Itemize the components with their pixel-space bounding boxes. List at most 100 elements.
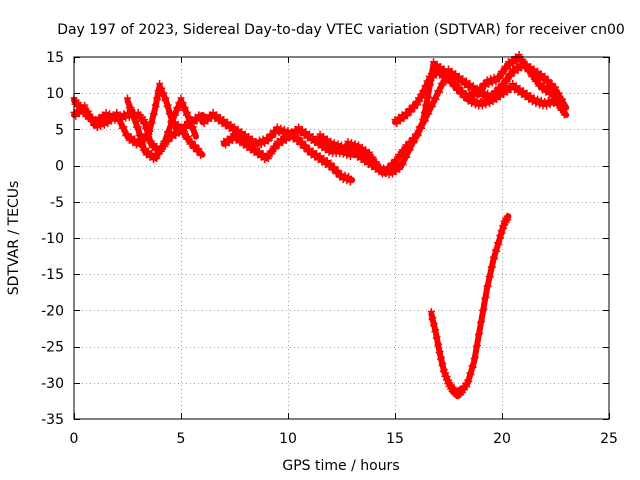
data-point-marker <box>403 112 411 120</box>
data-point-marker <box>97 122 105 130</box>
data-point-marker <box>346 178 354 186</box>
data-point-marker <box>231 130 238 138</box>
data-point-marker <box>472 343 480 351</box>
y-tick-label: 10 <box>46 86 64 102</box>
data-point-marker <box>533 75 541 83</box>
data-point-marker <box>466 94 474 102</box>
data-point-marker <box>482 293 490 301</box>
data-point-marker <box>183 108 191 116</box>
data-point-marker <box>158 84 166 92</box>
data-point-marker <box>327 159 335 167</box>
y-tick-label: 5 <box>55 122 64 138</box>
data-point-marker <box>537 79 545 87</box>
data-point-marker <box>462 90 470 98</box>
data-point-marker <box>538 86 546 94</box>
data-point-marker <box>514 66 522 74</box>
data-point-marker <box>489 253 497 261</box>
data-point-marker <box>234 125 242 133</box>
data-point-marker <box>231 123 238 131</box>
data-point-marker <box>357 156 365 164</box>
data-point-marker <box>272 130 280 138</box>
data-point-marker <box>95 118 103 126</box>
data-point-marker <box>482 101 490 109</box>
data-point-marker <box>452 70 460 78</box>
data-point-marker <box>216 113 224 121</box>
data-point-marker <box>422 103 430 111</box>
data-point-marker <box>279 139 287 147</box>
data-point-marker <box>334 166 342 174</box>
data-point-marker <box>417 124 425 132</box>
data-point-marker <box>131 113 139 121</box>
data-point-marker <box>146 139 154 147</box>
data-point-marker <box>238 128 246 136</box>
data-point-marker <box>338 141 345 149</box>
data-point-marker <box>141 116 149 124</box>
data-point-marker <box>177 94 185 102</box>
data-point-marker <box>88 113 96 121</box>
data-point-marker <box>149 110 157 118</box>
data-point-marker <box>436 71 444 79</box>
data-point-marker <box>280 133 288 141</box>
data-point-marker <box>492 246 500 254</box>
data-point-marker <box>504 58 512 66</box>
data-point-marker <box>396 117 404 125</box>
data-point-marker <box>252 145 260 153</box>
data-point-marker <box>487 94 495 102</box>
data-point-marker <box>314 156 322 164</box>
data-point-marker <box>325 141 333 149</box>
data-point-marker <box>174 106 182 114</box>
y-axis-label: SDTVAR / TECUs <box>6 181 22 296</box>
x-tick-label: 5 <box>177 431 186 447</box>
data-point-marker <box>489 98 497 106</box>
data-point-marker <box>188 124 196 132</box>
data-point-marker <box>223 135 231 143</box>
data-point-marker <box>486 273 494 281</box>
data-point-marker <box>429 314 437 322</box>
data-point-marker <box>264 137 272 145</box>
data-point-marker <box>248 142 256 150</box>
y-tick-label: -30 <box>41 376 64 392</box>
data-point-marker <box>330 163 338 171</box>
data-point-marker <box>437 67 445 75</box>
data-point-marker <box>440 365 448 373</box>
data-point-marker <box>383 165 391 173</box>
y-tick-label: -20 <box>41 303 64 319</box>
data-point-marker <box>467 370 475 378</box>
data-point-marker <box>527 92 535 100</box>
data-point-marker <box>439 359 447 367</box>
data-point-marker <box>356 147 364 155</box>
data-point-marker <box>541 72 549 80</box>
data-point-marker <box>486 100 494 108</box>
data-point-marker <box>280 125 288 133</box>
data-point-marker <box>289 132 297 140</box>
data-point-marker <box>343 148 351 156</box>
data-point-marker <box>488 79 496 87</box>
data-point-marker <box>468 100 476 108</box>
data-point-marker <box>144 147 152 155</box>
data-point-marker <box>218 119 226 127</box>
data-point-marker <box>474 90 482 98</box>
data-point-marker <box>346 149 354 157</box>
data-point-marker <box>257 141 265 149</box>
data-point-marker <box>478 317 486 325</box>
data-point-marker <box>521 93 529 101</box>
data-point-marker <box>484 95 492 103</box>
data-point-marker <box>525 95 533 103</box>
data-point-marker <box>259 149 267 157</box>
data-point-marker <box>503 77 511 85</box>
data-point-marker <box>298 137 306 145</box>
data-point-marker <box>344 137 352 145</box>
data-point-marker <box>437 353 445 361</box>
data-point-marker <box>143 133 151 141</box>
data-point-marker <box>500 90 508 98</box>
data-point-marker <box>455 72 463 80</box>
data-point-marker <box>455 83 463 91</box>
data-point-marker <box>309 133 317 141</box>
data-point-marker <box>509 79 517 87</box>
data-point-marker <box>302 128 310 136</box>
data-point-marker <box>295 134 303 142</box>
data-point-marker <box>542 88 550 96</box>
data-point-marker <box>487 75 495 83</box>
data-point-marker <box>264 154 272 162</box>
data-point-marker <box>99 117 107 125</box>
